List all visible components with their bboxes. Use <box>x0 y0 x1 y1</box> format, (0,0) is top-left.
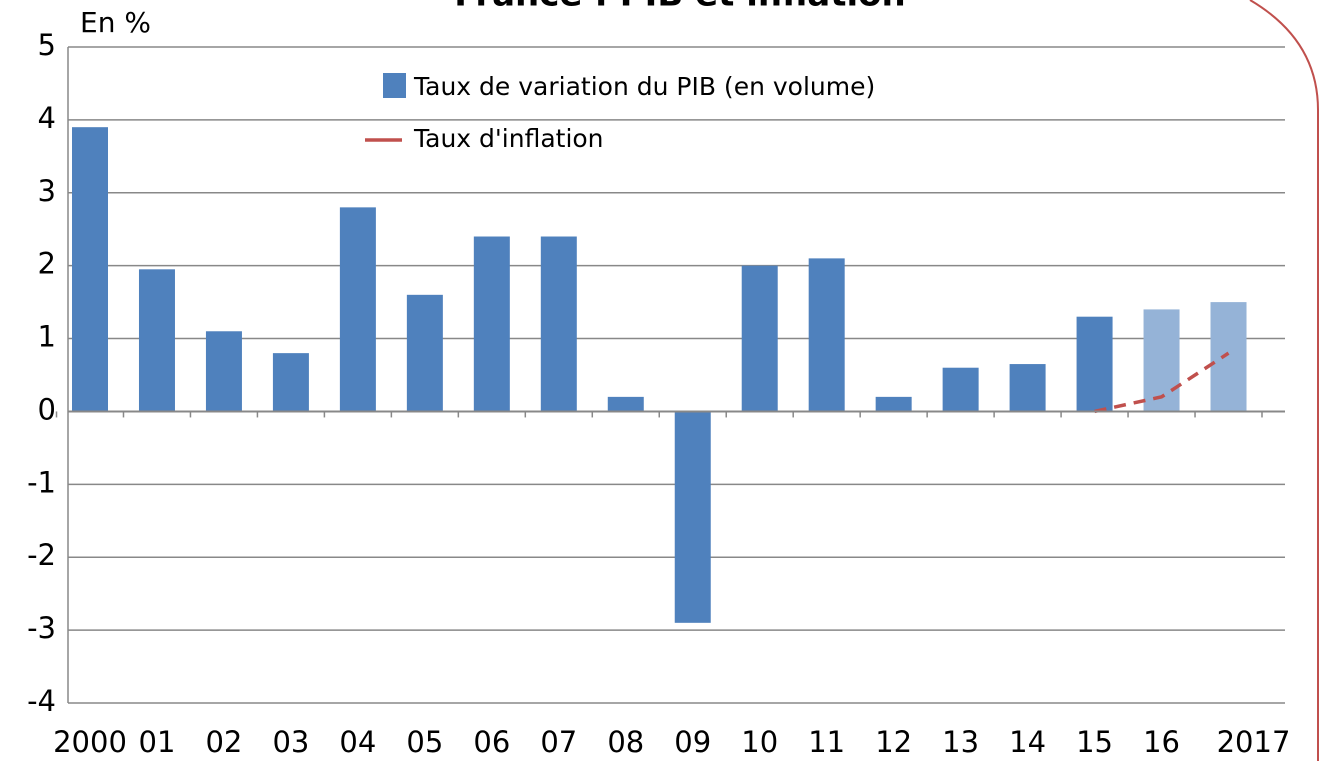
bar <box>607 396 644 412</box>
x-tick-label: 13 <box>942 725 979 759</box>
y-tick-label: 3 <box>38 174 56 208</box>
bar <box>674 411 711 623</box>
x-tick-label: 10 <box>741 725 778 759</box>
x-tick-label: 02 <box>205 725 242 759</box>
bar <box>808 258 845 412</box>
x-tick-label: 07 <box>540 725 577 759</box>
bar <box>473 236 510 412</box>
legend-swatch <box>383 73 406 98</box>
x-tick-label: 05 <box>406 725 443 759</box>
chart-title: France : PIB et inflation <box>454 0 905 15</box>
x-tick-label: 12 <box>875 725 912 759</box>
x-tick-label: 16 <box>1143 725 1180 759</box>
y-tick-label: 2 <box>38 247 56 281</box>
bar <box>875 396 912 412</box>
y-tick-label: -1 <box>27 465 56 499</box>
x-tick-label: 08 <box>607 725 644 759</box>
bar <box>942 367 979 412</box>
x-tick-label: 09 <box>674 725 711 759</box>
bar <box>1009 364 1046 412</box>
bar <box>339 207 376 412</box>
y-tick-label: -4 <box>27 684 56 718</box>
x-tick-label: 14 <box>1009 725 1046 759</box>
legend-label: Taux de variation du PIB (en volume) <box>413 72 875 101</box>
bar <box>406 294 443 412</box>
bar <box>540 236 577 412</box>
x-tick-label: 15 <box>1076 725 1113 759</box>
y-tick-label: -3 <box>27 611 56 645</box>
y-axis-label: En % <box>80 6 151 39</box>
y-tick-label: 1 <box>38 320 56 354</box>
bar <box>138 269 175 412</box>
bar <box>741 265 778 412</box>
y-tick-label: 4 <box>38 101 56 135</box>
bar <box>1143 309 1180 412</box>
line <box>1094 351 1230 414</box>
y-tick-label: 0 <box>38 392 56 426</box>
x-tick-label: 03 <box>272 725 309 759</box>
frame <box>1249 0 1319 761</box>
bar <box>1210 302 1247 412</box>
y-tick-label: -2 <box>27 538 56 572</box>
y-tick-label: 5 <box>38 28 56 62</box>
x-tick-label: 06 <box>473 725 510 759</box>
x-tick-label: 04 <box>339 725 376 759</box>
x-tick-label: 01 <box>139 725 176 759</box>
legend-label: Taux d'inflation <box>413 124 604 153</box>
bar <box>272 353 309 412</box>
bar <box>72 127 108 412</box>
bar <box>205 331 242 412</box>
x-tick-label: 2000 <box>53 725 127 759</box>
x-tick-label: 11 <box>808 725 845 759</box>
bar <box>1076 316 1113 412</box>
x-tick-label: 2017 <box>1217 725 1291 759</box>
